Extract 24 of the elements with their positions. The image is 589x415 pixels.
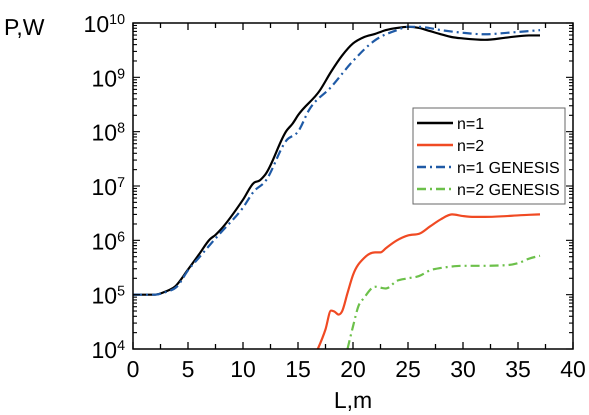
line-series — [346, 254, 542, 350]
x-tick-label: 25 — [395, 356, 421, 382]
legend-label: n=1 — [457, 116, 484, 133]
x-tick-label: 20 — [340, 356, 366, 382]
x-tick-label: 35 — [505, 356, 531, 382]
x-axis-title: L,m — [334, 387, 372, 413]
x-tick-label: 10 — [230, 356, 256, 382]
y-tick-label: 10$^{10}$ — [84, 11, 126, 37]
y-tick-label: 10$^{4}$ — [91, 337, 126, 363]
x-tick-label: 5 — [182, 356, 194, 382]
y-tick-label: 10$^{5}$ — [91, 282, 126, 309]
y-tick-label: 10$^{7}$ — [91, 174, 126, 200]
y-axis-title: P,W — [4, 14, 45, 40]
x-tick-label: 30 — [450, 356, 476, 382]
y-tick-label: 10$^{6}$ — [91, 228, 126, 254]
legend-label: n=1 GENESIS — [457, 160, 560, 177]
x-tick-label: 0 — [126, 356, 140, 382]
y-tick-label: 10$^{9}$ — [91, 65, 126, 92]
legend-label: n=2 GENESIS — [457, 182, 560, 199]
legend-label: n=2 — [457, 138, 484, 155]
y-tick-label: 10$^{8}$ — [91, 120, 126, 146]
line-series — [316, 213, 542, 350]
x-tick-label: 40 — [560, 356, 586, 382]
x-tick-label: 15 — [285, 356, 311, 382]
